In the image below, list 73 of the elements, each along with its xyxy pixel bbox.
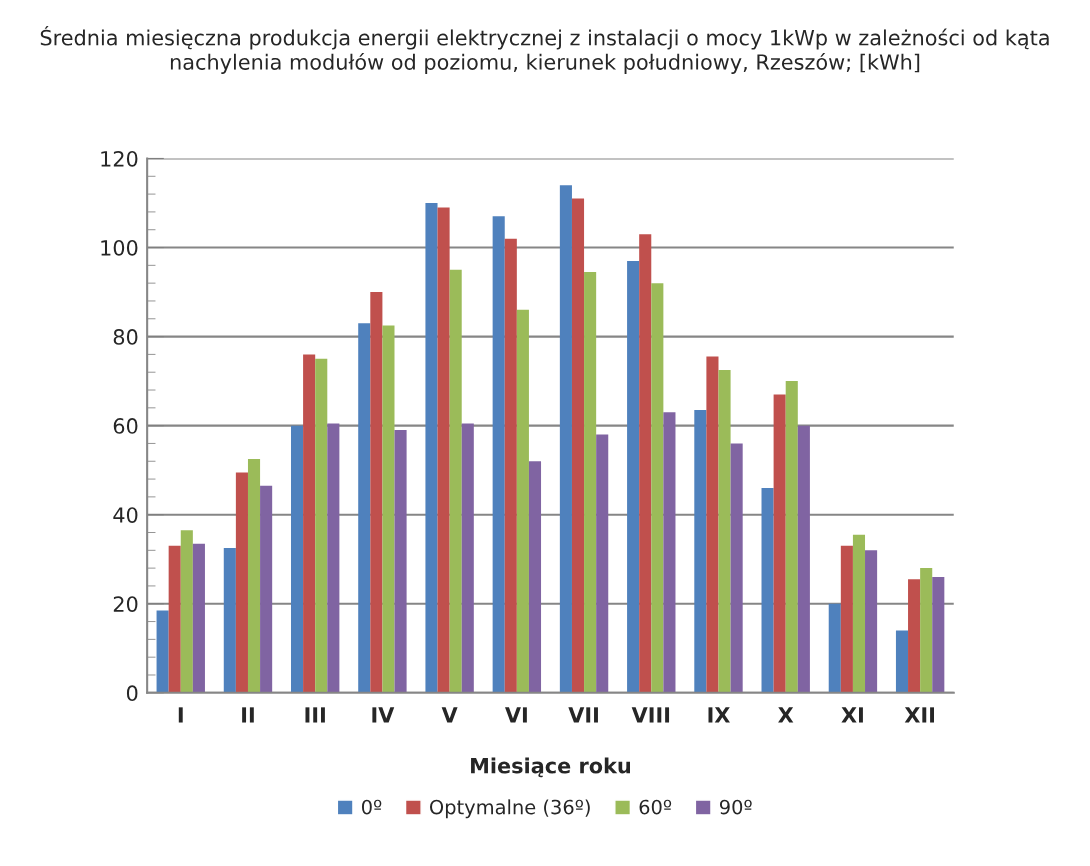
bar <box>425 203 438 693</box>
y-tick-label: 120 <box>101 150 138 167</box>
bar <box>504 238 517 693</box>
bar <box>730 443 743 693</box>
bar <box>437 207 450 693</box>
bar <box>895 630 909 693</box>
bar <box>290 425 304 693</box>
bar <box>694 410 707 693</box>
bar <box>828 603 841 693</box>
bar <box>168 545 181 693</box>
bar <box>651 283 664 693</box>
bar <box>394 430 407 693</box>
bar <box>773 394 786 693</box>
x-tick-label: VII <box>568 707 598 723</box>
x-tick-label: I <box>178 707 183 723</box>
bar <box>932 577 945 693</box>
bar <box>516 309 529 693</box>
y-tick-label: 100 <box>101 239 138 256</box>
bar <box>358 323 371 693</box>
y-tick-label: 60 <box>113 418 138 434</box>
bar <box>797 425 810 693</box>
bar <box>785 381 798 693</box>
bar <box>449 269 462 693</box>
bar <box>596 434 609 693</box>
x-tick-label: V <box>441 707 458 723</box>
bar <box>461 423 474 693</box>
x-tick-label: III <box>305 707 325 723</box>
x-tick-label: II <box>242 707 254 723</box>
bar <box>639 234 652 693</box>
legend-label: 90º <box>719 799 752 815</box>
bar <box>235 472 248 693</box>
x-tick-label: VI <box>505 707 527 723</box>
y-tick-label: 0 <box>126 685 138 702</box>
bar <box>382 325 395 693</box>
legend-label: 60º <box>639 799 672 815</box>
bar <box>627 260 640 693</box>
bar <box>718 369 731 693</box>
x-tick-label: IX <box>708 707 730 723</box>
bar <box>761 487 774 693</box>
chart-title: Średnia miesięczna produkcja energii elektrycznej z instalacji o mocy 1kWp w zależności od kąta nachylenia modułów od poziomu, kierunek południowy, Rzeszów; [kWh] <box>40 25 1049 74</box>
y-tick-label: 20 <box>113 596 138 612</box>
x-tick-label: VIII <box>631 707 670 723</box>
bar <box>303 354 316 693</box>
bar <box>156 610 169 693</box>
bar <box>865 550 878 693</box>
x-tick-label: XI <box>841 707 863 723</box>
y-tick-label: 40 <box>113 507 138 523</box>
legend-label: 0º <box>361 799 382 815</box>
bar <box>370 292 383 693</box>
bar <box>192 543 205 693</box>
x-tick-label: X <box>778 707 794 723</box>
bar <box>492 216 505 693</box>
bar <box>247 459 261 693</box>
bar <box>260 485 273 693</box>
bar <box>584 272 597 693</box>
bar <box>908 579 921 693</box>
bar <box>559 185 572 693</box>
x-tick-label: IV <box>372 707 395 723</box>
bar <box>315 358 328 693</box>
legend-label: Optymalne (36º) <box>429 799 590 819</box>
bar <box>571 198 585 693</box>
bar <box>528 461 542 693</box>
bar <box>706 356 719 693</box>
x-tick-label: XII <box>904 707 934 723</box>
bar <box>180 530 193 693</box>
bar <box>327 423 340 693</box>
bar <box>840 545 853 693</box>
bar <box>920 568 933 693</box>
x-axis-title: Miesiące roku <box>471 757 630 778</box>
y-tick-label: 80 <box>113 329 138 345</box>
bar <box>663 412 676 693</box>
bar <box>852 534 866 693</box>
bar <box>223 548 236 693</box>
